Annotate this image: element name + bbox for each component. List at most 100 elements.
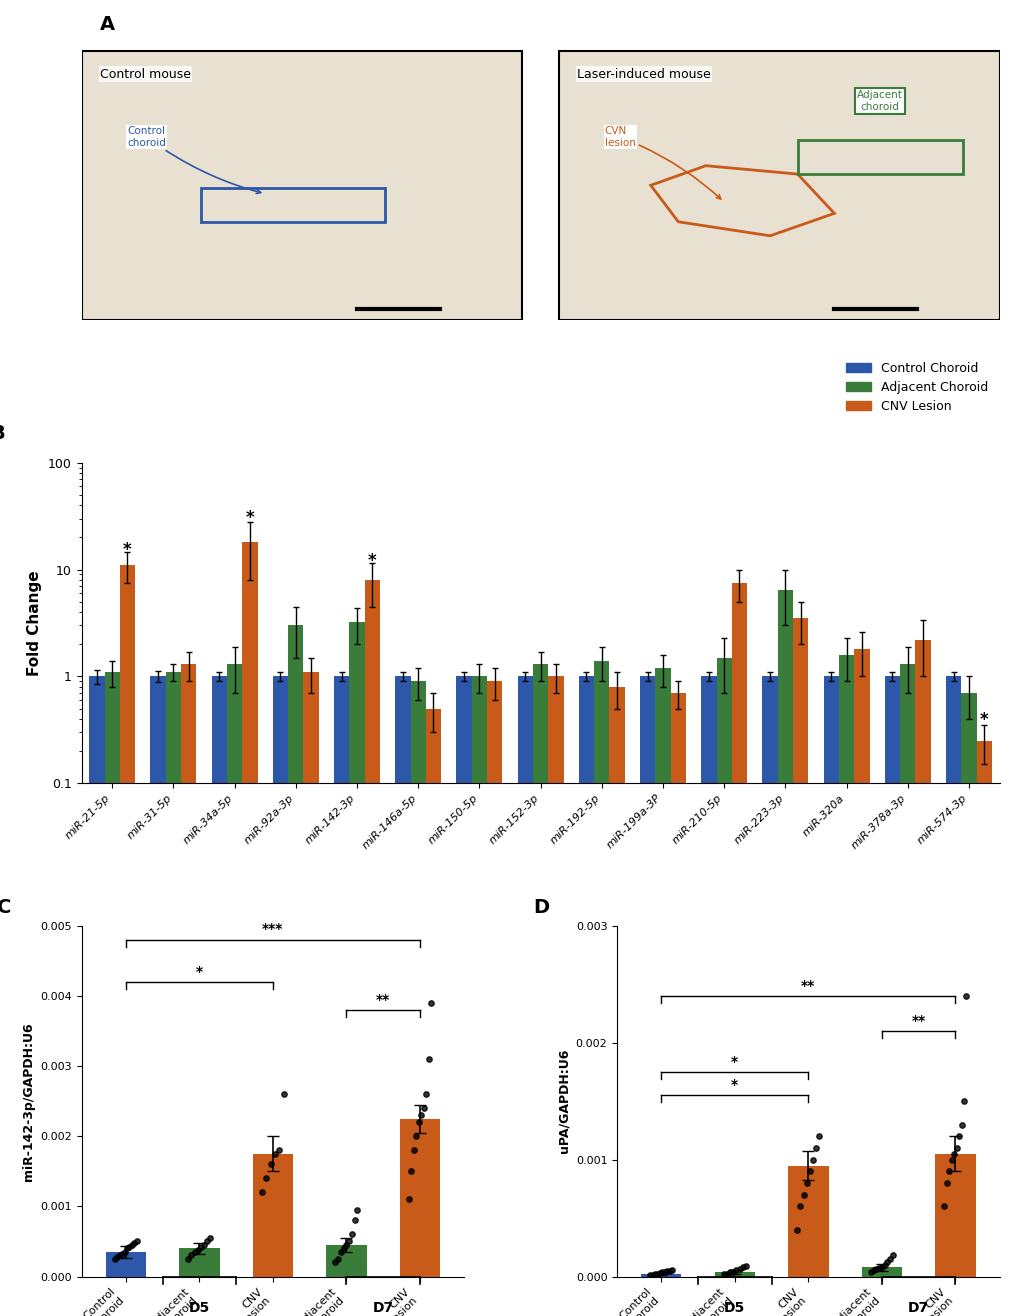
Bar: [655, 669, 671, 1316]
Bar: [471, 676, 487, 1316]
Point: [795, 1184, 811, 1205]
Point: [941, 1161, 957, 1182]
Point: [663, 1259, 680, 1280]
Point: [862, 1261, 878, 1282]
Point: [114, 1244, 130, 1265]
FancyBboxPatch shape: [82, 51, 522, 320]
Point: [883, 1245, 900, 1266]
Bar: [410, 682, 426, 1316]
Point: [332, 1241, 348, 1262]
Point: [658, 1261, 675, 1282]
Point: [737, 1255, 753, 1277]
Point: [810, 1125, 826, 1146]
Bar: [253, 1154, 292, 1277]
Point: [865, 1259, 881, 1280]
Bar: [533, 665, 548, 1316]
Point: [190, 1240, 206, 1261]
Point: [807, 1137, 823, 1158]
Point: [661, 1261, 678, 1282]
Bar: [165, 672, 181, 1316]
Point: [411, 1112, 427, 1133]
Bar: [640, 676, 655, 1316]
Text: **: **: [801, 979, 814, 992]
Bar: [714, 1271, 754, 1277]
Bar: [105, 672, 120, 1316]
Point: [867, 1258, 883, 1279]
Text: *: *: [368, 551, 376, 570]
Bar: [399, 1119, 440, 1277]
Bar: [793, 619, 808, 1316]
Bar: [365, 580, 379, 1316]
Point: [258, 1167, 274, 1188]
Bar: [395, 676, 410, 1316]
Point: [408, 1125, 424, 1146]
Text: D7: D7: [907, 1302, 928, 1315]
Bar: [838, 654, 853, 1316]
Point: [958, 986, 974, 1007]
Bar: [900, 665, 915, 1316]
Point: [106, 1249, 122, 1270]
FancyBboxPatch shape: [558, 51, 999, 320]
Bar: [326, 1245, 366, 1277]
Point: [400, 1188, 417, 1209]
Text: B: B: [0, 424, 4, 443]
Point: [338, 1234, 355, 1255]
Point: [718, 1263, 735, 1284]
Bar: [716, 658, 732, 1316]
Text: *: *: [246, 509, 254, 526]
Point: [346, 1209, 363, 1230]
Bar: [348, 622, 365, 1316]
Bar: [426, 708, 440, 1316]
Point: [199, 1230, 215, 1252]
Bar: [457, 676, 471, 1316]
Bar: [823, 676, 838, 1316]
Point: [186, 1241, 203, 1262]
Bar: [212, 676, 226, 1316]
Bar: [105, 1252, 146, 1277]
Point: [649, 1263, 665, 1284]
Point: [254, 1182, 270, 1203]
Text: *: *: [123, 541, 131, 559]
Point: [126, 1232, 143, 1253]
Legend: Control Choroid, Adjacent Choroid, CNV Lesion: Control Choroid, Adjacent Choroid, CNV L…: [841, 357, 993, 418]
Bar: [961, 694, 976, 1316]
Y-axis label: Fold Change: Fold Change: [28, 570, 43, 675]
Text: D7: D7: [372, 1302, 393, 1315]
Point: [792, 1196, 808, 1217]
Point: [196, 1234, 212, 1255]
Text: Control
choroid: Control choroid: [127, 126, 261, 193]
Point: [423, 992, 439, 1013]
Point: [327, 1252, 343, 1273]
Bar: [288, 625, 304, 1316]
Bar: [181, 665, 196, 1316]
Bar: [334, 676, 348, 1316]
Point: [948, 1137, 964, 1158]
Point: [406, 1140, 422, 1161]
Bar: [915, 640, 929, 1316]
Bar: [151, 676, 165, 1316]
Bar: [304, 672, 318, 1316]
Bar: [640, 1274, 681, 1277]
Bar: [487, 682, 501, 1316]
Point: [935, 1196, 952, 1217]
Text: A: A: [100, 14, 115, 34]
Text: ***: ***: [262, 923, 283, 937]
Point: [870, 1257, 887, 1278]
Point: [267, 1144, 283, 1165]
Text: Control mouse: Control mouse: [100, 67, 191, 80]
Bar: [884, 676, 900, 1316]
Text: *: *: [196, 965, 203, 979]
Point: [651, 1262, 667, 1283]
Point: [275, 1083, 291, 1104]
Point: [193, 1237, 209, 1258]
Point: [415, 1098, 431, 1119]
Text: *: *: [731, 1054, 738, 1069]
Point: [728, 1259, 744, 1280]
Bar: [608, 687, 625, 1316]
Bar: [853, 649, 869, 1316]
Bar: [861, 1267, 901, 1277]
Point: [118, 1238, 135, 1259]
Bar: [90, 676, 105, 1316]
Point: [801, 1161, 817, 1182]
Point: [271, 1140, 287, 1161]
